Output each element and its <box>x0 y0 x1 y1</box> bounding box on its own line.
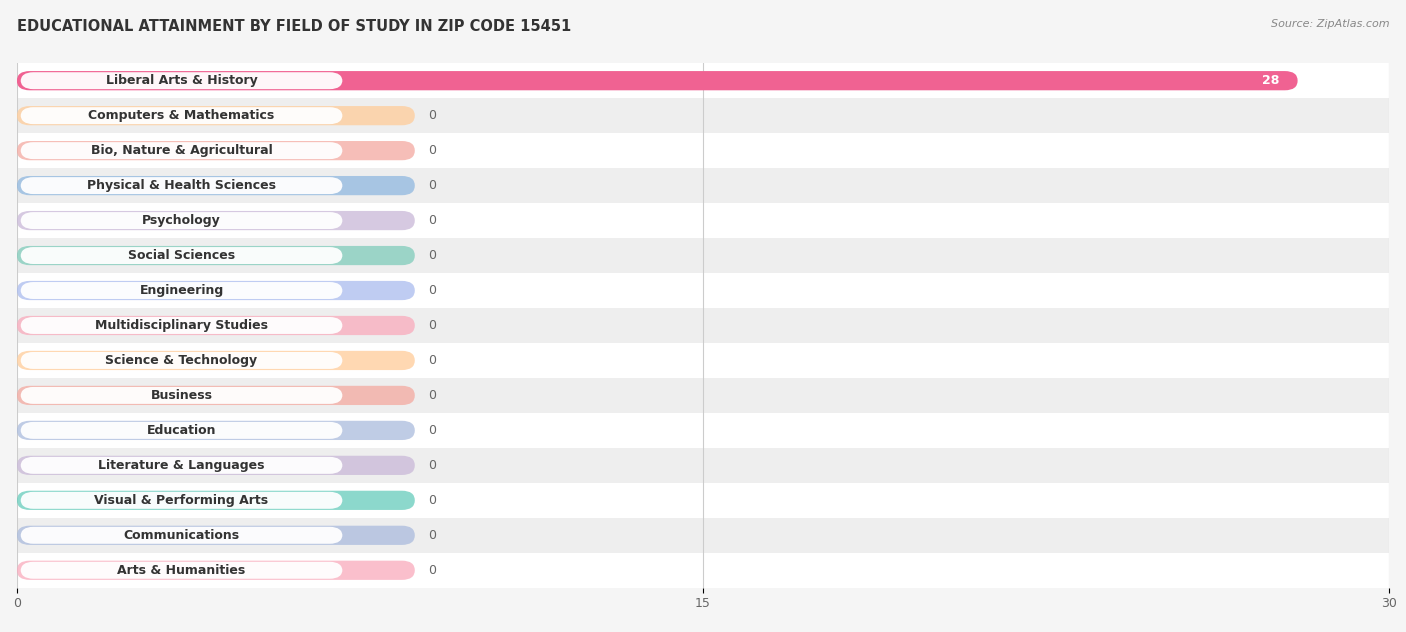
FancyBboxPatch shape <box>17 456 415 475</box>
Text: 0: 0 <box>429 459 436 472</box>
FancyBboxPatch shape <box>21 72 343 89</box>
FancyBboxPatch shape <box>17 246 415 265</box>
Text: Social Sciences: Social Sciences <box>128 249 235 262</box>
FancyBboxPatch shape <box>21 527 343 544</box>
Text: 0: 0 <box>429 179 436 192</box>
FancyBboxPatch shape <box>17 281 415 300</box>
Bar <box>17 203 1389 238</box>
Text: 0: 0 <box>429 354 436 367</box>
FancyBboxPatch shape <box>21 352 343 369</box>
FancyBboxPatch shape <box>21 562 343 579</box>
FancyBboxPatch shape <box>17 141 415 161</box>
Text: Liberal Arts & History: Liberal Arts & History <box>105 74 257 87</box>
Text: 0: 0 <box>429 424 436 437</box>
Bar <box>17 63 1389 98</box>
Bar <box>17 413 1389 448</box>
Text: 0: 0 <box>429 389 436 402</box>
FancyBboxPatch shape <box>21 177 343 194</box>
Bar <box>17 98 1389 133</box>
FancyBboxPatch shape <box>21 422 343 439</box>
Text: Physical & Health Sciences: Physical & Health Sciences <box>87 179 276 192</box>
FancyBboxPatch shape <box>21 247 343 264</box>
Text: 0: 0 <box>429 529 436 542</box>
Text: Bio, Nature & Agricultural: Bio, Nature & Agricultural <box>90 144 273 157</box>
FancyBboxPatch shape <box>17 421 415 440</box>
Text: Literature & Languages: Literature & Languages <box>98 459 264 472</box>
Bar <box>17 273 1389 308</box>
Text: Education: Education <box>146 424 217 437</box>
FancyBboxPatch shape <box>21 282 343 299</box>
Bar <box>17 483 1389 518</box>
Bar <box>17 133 1389 168</box>
Text: Psychology: Psychology <box>142 214 221 227</box>
Text: 0: 0 <box>429 564 436 577</box>
FancyBboxPatch shape <box>21 142 343 159</box>
FancyBboxPatch shape <box>17 71 1298 90</box>
Text: Visual & Performing Arts: Visual & Performing Arts <box>94 494 269 507</box>
Text: 28: 28 <box>1263 74 1279 87</box>
Text: 0: 0 <box>429 319 436 332</box>
FancyBboxPatch shape <box>17 106 415 125</box>
Bar <box>17 308 1389 343</box>
Text: Business: Business <box>150 389 212 402</box>
FancyBboxPatch shape <box>17 316 415 335</box>
FancyBboxPatch shape <box>17 351 415 370</box>
FancyBboxPatch shape <box>17 526 415 545</box>
FancyBboxPatch shape <box>17 176 415 195</box>
Bar <box>17 238 1389 273</box>
Bar <box>17 343 1389 378</box>
Text: Engineering: Engineering <box>139 284 224 297</box>
Bar <box>17 168 1389 203</box>
Text: Communications: Communications <box>124 529 239 542</box>
Bar <box>17 553 1389 588</box>
Text: Multidisciplinary Studies: Multidisciplinary Studies <box>96 319 269 332</box>
Bar <box>17 518 1389 553</box>
FancyBboxPatch shape <box>17 386 415 405</box>
Text: Computers & Mathematics: Computers & Mathematics <box>89 109 274 122</box>
Text: 0: 0 <box>429 109 436 122</box>
Text: Arts & Humanities: Arts & Humanities <box>118 564 246 577</box>
Text: 0: 0 <box>429 144 436 157</box>
Text: EDUCATIONAL ATTAINMENT BY FIELD OF STUDY IN ZIP CODE 15451: EDUCATIONAL ATTAINMENT BY FIELD OF STUDY… <box>17 19 571 34</box>
FancyBboxPatch shape <box>21 212 343 229</box>
Text: 0: 0 <box>429 284 436 297</box>
FancyBboxPatch shape <box>17 490 415 510</box>
FancyBboxPatch shape <box>21 457 343 474</box>
FancyBboxPatch shape <box>17 561 415 580</box>
FancyBboxPatch shape <box>21 317 343 334</box>
FancyBboxPatch shape <box>21 387 343 404</box>
Bar <box>17 378 1389 413</box>
Text: Source: ZipAtlas.com: Source: ZipAtlas.com <box>1271 19 1389 29</box>
FancyBboxPatch shape <box>17 211 415 230</box>
Bar <box>17 448 1389 483</box>
FancyBboxPatch shape <box>21 492 343 509</box>
Text: 0: 0 <box>429 214 436 227</box>
Text: 0: 0 <box>429 249 436 262</box>
Text: Science & Technology: Science & Technology <box>105 354 257 367</box>
Text: 0: 0 <box>429 494 436 507</box>
FancyBboxPatch shape <box>21 107 343 124</box>
